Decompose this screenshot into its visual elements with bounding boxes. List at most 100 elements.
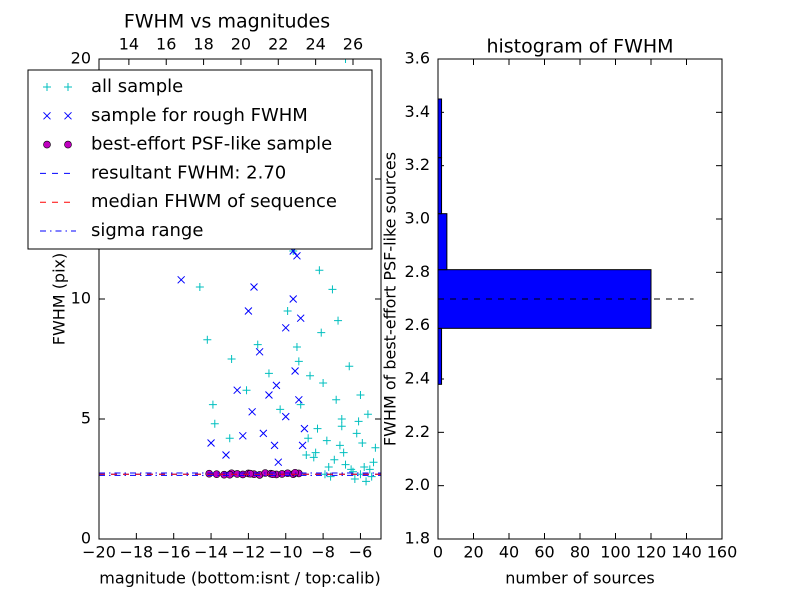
plus-marker bbox=[335, 441, 344, 450]
circle-marker bbox=[64, 140, 72, 149]
x-marker bbox=[294, 395, 303, 404]
plus-marker bbox=[225, 434, 234, 443]
x-marker bbox=[272, 381, 281, 390]
plus-marker bbox=[350, 475, 359, 483]
x-marker bbox=[255, 347, 264, 356]
plus-marker bbox=[210, 419, 219, 428]
x-marker bbox=[265, 391, 273, 399]
x-marker bbox=[281, 412, 290, 421]
x-tick-label: −6 bbox=[349, 543, 373, 562]
x-tick-label: −18 bbox=[119, 543, 153, 562]
x-marker bbox=[259, 429, 268, 438]
histogram-bar bbox=[437, 213, 448, 271]
legend-label: median FHWM of sequence bbox=[91, 191, 337, 212]
y-tick-label: 2.2 bbox=[405, 422, 430, 441]
y-tick-label: 3.4 bbox=[405, 102, 430, 121]
histogram-bar bbox=[437, 327, 443, 385]
x-tick-label: −20 bbox=[82, 543, 116, 562]
x-marker bbox=[298, 441, 307, 450]
x-marker bbox=[238, 431, 247, 440]
plus-marker bbox=[360, 463, 369, 471]
histogram-bar bbox=[437, 157, 443, 215]
plus-marker bbox=[363, 410, 372, 419]
plus-marker bbox=[328, 285, 337, 294]
plus-marker bbox=[283, 307, 292, 315]
x-marker bbox=[289, 295, 298, 303]
plus-marker bbox=[322, 436, 331, 445]
y-tick-label: 3.0 bbox=[405, 209, 430, 228]
plus-marker bbox=[306, 371, 315, 380]
x2-tick-label: 16 bbox=[156, 35, 176, 54]
x-tick-label: 60 bbox=[534, 543, 554, 562]
plus-marker bbox=[304, 434, 313, 443]
plus-marker bbox=[309, 453, 318, 462]
y-tick-label: 0 bbox=[81, 529, 91, 548]
x-tick-label: 140 bbox=[671, 543, 702, 562]
plus-marker bbox=[43, 83, 51, 91]
y-tick-label: 20 bbox=[71, 49, 91, 68]
y-tick-label: 1.8 bbox=[405, 529, 430, 548]
x-marker bbox=[281, 323, 290, 332]
chart-title: FWHM vs magnitudes bbox=[124, 11, 330, 33]
x-tick-label: 20 bbox=[463, 543, 483, 562]
x-marker bbox=[274, 458, 283, 467]
plus-marker bbox=[332, 395, 341, 404]
plus-marker bbox=[362, 477, 371, 486]
x-marker bbox=[291, 367, 299, 375]
x2-tick-label: 14 bbox=[119, 35, 139, 54]
y-tick-label: 2.6 bbox=[405, 315, 430, 334]
plus-marker bbox=[347, 465, 356, 474]
x-tick-label: −12 bbox=[232, 543, 266, 562]
x-marker bbox=[248, 407, 256, 416]
legend-label: resultant FWHM: 2.70 bbox=[91, 162, 286, 183]
x2-tick-label: 20 bbox=[231, 35, 251, 54]
plus-marker bbox=[371, 443, 380, 452]
plus-marker bbox=[264, 369, 273, 378]
plus-marker bbox=[352, 429, 361, 438]
plus-marker bbox=[369, 458, 378, 467]
plus-marker bbox=[356, 391, 365, 399]
circle-marker bbox=[43, 140, 51, 149]
x-marker bbox=[177, 275, 186, 284]
x-marker bbox=[207, 439, 215, 447]
plus-marker bbox=[253, 340, 262, 349]
x-marker bbox=[43, 111, 51, 120]
plus-marker bbox=[242, 386, 251, 395]
plus-marker bbox=[276, 405, 285, 414]
axes-frame bbox=[437, 58, 723, 540]
x-marker bbox=[222, 451, 230, 459]
x-marker bbox=[300, 424, 309, 433]
plus-marker bbox=[324, 463, 333, 471]
plus-marker bbox=[337, 415, 346, 423]
x-marker bbox=[64, 111, 72, 120]
x-tick-label: 40 bbox=[499, 543, 519, 562]
x-marker bbox=[270, 441, 279, 450]
plus-marker bbox=[330, 455, 339, 464]
x-marker bbox=[244, 307, 253, 315]
plus-marker bbox=[337, 422, 346, 431]
legend-label: best-effort PSF-like sample bbox=[91, 134, 332, 155]
x-axis-label: magnitude (bottom:isnt / top:calib) bbox=[99, 569, 380, 588]
x2-tick-label: 22 bbox=[268, 35, 288, 54]
x-tick-label: −10 bbox=[269, 543, 303, 562]
legend-label: sigma range bbox=[91, 220, 203, 241]
legend-label: all sample bbox=[91, 76, 183, 97]
plus-marker bbox=[319, 379, 328, 387]
x-tick-label: −16 bbox=[157, 543, 191, 562]
x-tick-label: 0 bbox=[433, 543, 443, 562]
y-tick-label: 2.0 bbox=[405, 475, 430, 494]
plus-marker bbox=[292, 343, 301, 351]
x-marker bbox=[250, 283, 258, 291]
plus-marker bbox=[195, 283, 204, 291]
chart-title: histogram of FWHM bbox=[486, 36, 673, 58]
x2-tick-label: 26 bbox=[343, 35, 363, 54]
plus-marker bbox=[315, 266, 324, 275]
plus-marker bbox=[367, 472, 376, 481]
y-tick-label: 10 bbox=[71, 289, 91, 308]
x-tick-label: 120 bbox=[636, 543, 667, 562]
x-tick-label: 100 bbox=[600, 543, 631, 562]
x-tick-label: 80 bbox=[570, 543, 590, 562]
x2-tick-label: 18 bbox=[193, 35, 213, 54]
x-marker bbox=[296, 314, 305, 323]
